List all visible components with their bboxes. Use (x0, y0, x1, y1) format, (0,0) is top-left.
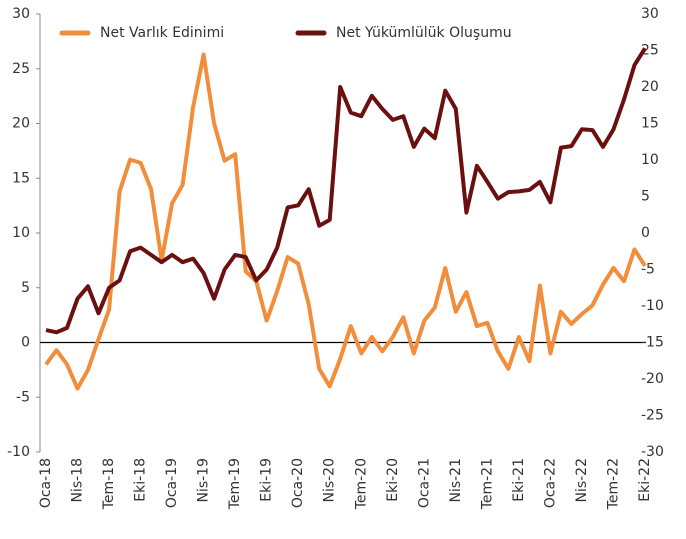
y-tick-label: 20 (12, 116, 30, 132)
y2-tick-label: 0 (641, 225, 650, 241)
y2-tick-label: -20 (641, 371, 664, 387)
x-tick-label: Nis-20 (322, 458, 338, 503)
x-tick-label: Tem-21 (479, 458, 495, 510)
y2-tick-label: -15 (641, 335, 664, 351)
series-line (44, 52, 647, 391)
y-tick-label: 15 (12, 170, 30, 186)
legend-label: Net Yükümlülük Oluşumu (336, 25, 512, 41)
x-tick-label: Nis-19 (196, 458, 212, 503)
y2-tick-label: 15 (641, 116, 659, 132)
y2-tick-label: -25 (641, 408, 664, 424)
x-tick-label: Nis-22 (574, 458, 590, 503)
x-tick-label: Tem-18 (101, 458, 117, 510)
y-tick-label: 30 (12, 6, 30, 22)
x-tick-label: Oca-19 (164, 458, 180, 508)
x-tick-label: Eki-20 (385, 458, 401, 502)
y-tick-label: -10 (7, 444, 30, 460)
x-tick-label: Tem-19 (227, 458, 243, 510)
x-tick-label: Oca-18 (38, 458, 54, 508)
y-tick-label: 10 (12, 225, 30, 241)
y2-tick-label: 30 (641, 6, 659, 22)
y2-tick-label: 5 (641, 189, 650, 205)
x-tick-label: Eki-18 (133, 458, 149, 502)
x-tick-label: Eki-21 (511, 458, 527, 502)
y2-tick-label: -30 (641, 444, 664, 460)
x-tick-label: Oca-22 (542, 458, 558, 508)
y-tick-label: 5 (21, 280, 30, 296)
x-tick-label: Eki-19 (259, 458, 275, 502)
y2-tick-label: 10 (641, 152, 659, 168)
x-tick-label: Tem-20 (353, 458, 369, 510)
x-tick-label: Nis-18 (70, 458, 86, 503)
y2-tick-label: 25 (641, 43, 659, 59)
x-tick-label: Nis-21 (448, 458, 464, 503)
series-line (45, 47, 647, 335)
y-tick-label: 0 (21, 335, 30, 351)
y2-tick-label: 20 (641, 79, 659, 95)
x-tick-label: Oca-21 (416, 458, 432, 508)
x-tick-label: Eki-22 (637, 458, 653, 502)
x-tick-label: Tem-22 (605, 458, 621, 510)
x-tick-label: Oca-20 (290, 458, 306, 508)
legend-label: Net Varlık Edinimi (100, 25, 224, 41)
y-tick-label: -5 (16, 389, 30, 405)
y-tick-label: 25 (12, 61, 30, 77)
y2-tick-label: -10 (641, 298, 664, 314)
